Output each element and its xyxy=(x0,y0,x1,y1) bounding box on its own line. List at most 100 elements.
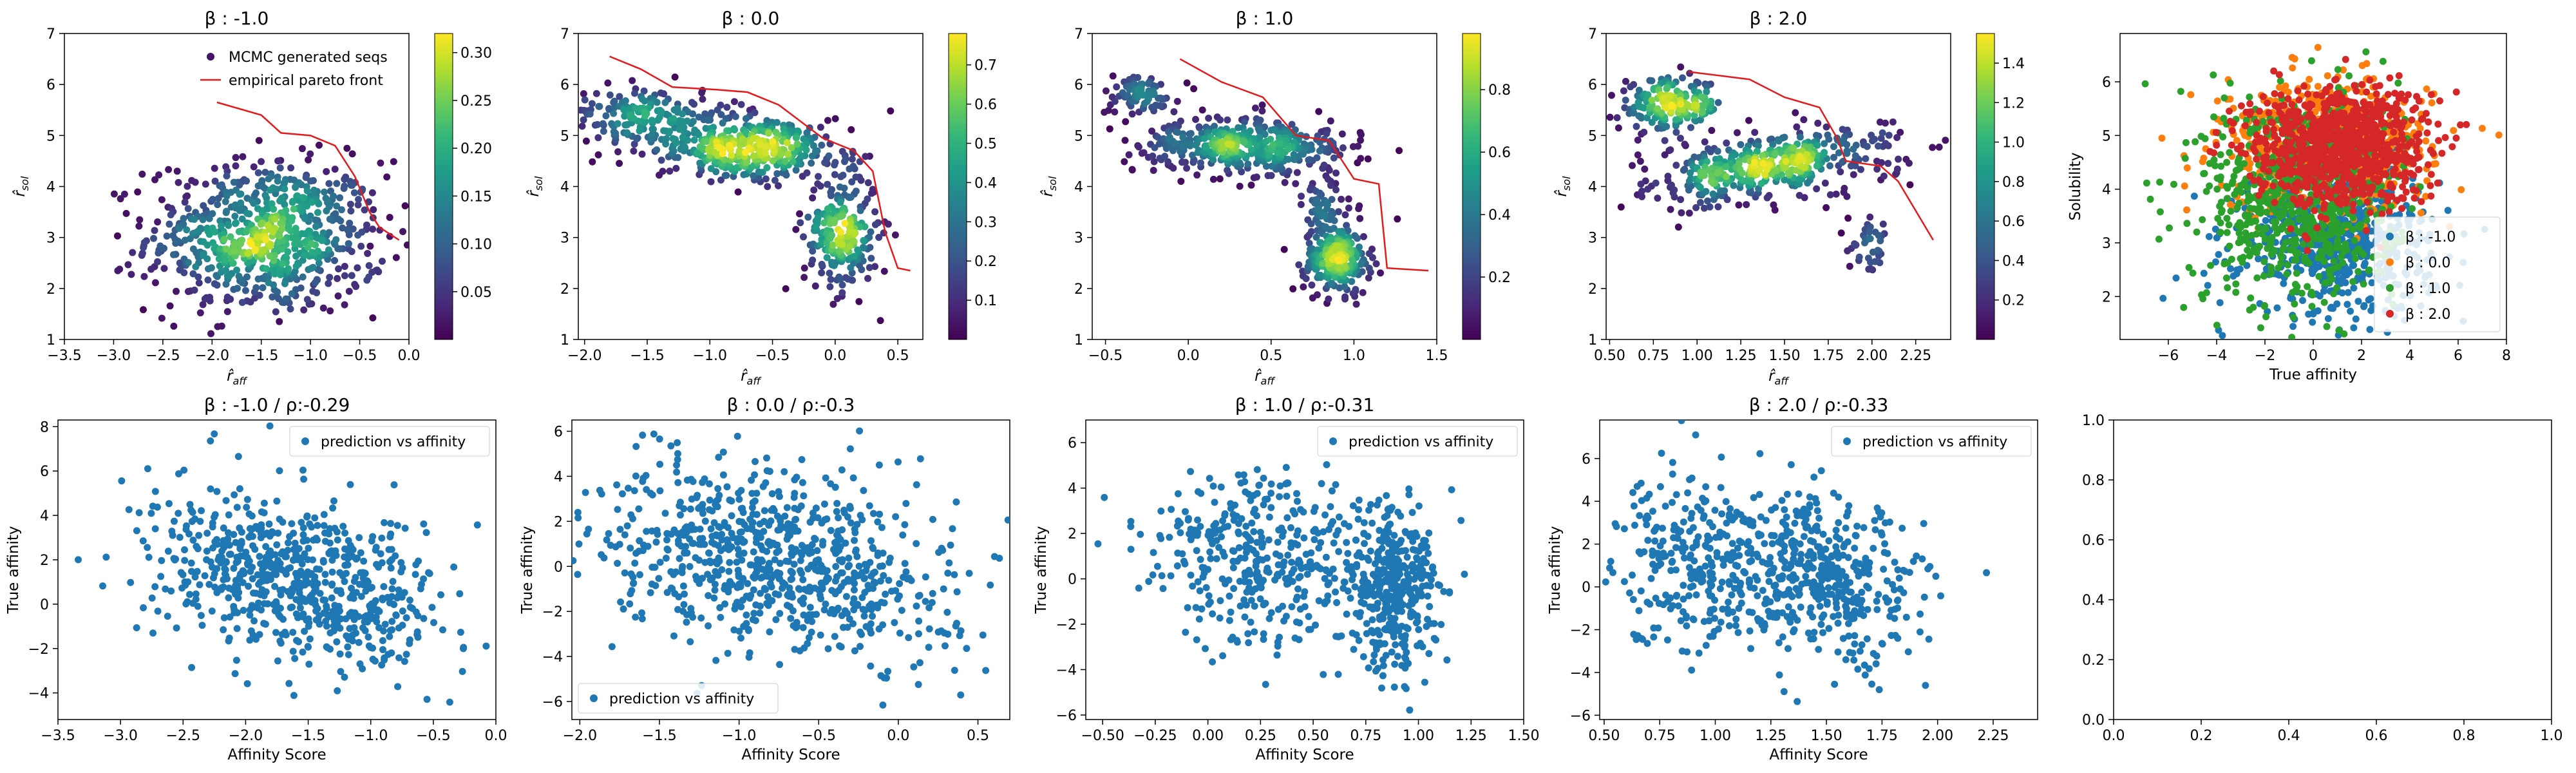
density-point xyxy=(357,242,365,250)
density-point xyxy=(1873,166,1881,173)
series-point xyxy=(2318,252,2325,260)
series-point xyxy=(2345,267,2353,275)
series-point xyxy=(2334,84,2342,92)
density-point xyxy=(1826,162,1834,169)
density-point xyxy=(632,104,639,112)
density-point xyxy=(1197,159,1204,167)
density-point xyxy=(636,127,643,135)
density-point xyxy=(1763,166,1771,173)
density-point xyxy=(337,206,345,214)
density-point xyxy=(288,234,296,242)
density-point xyxy=(602,112,610,120)
density-point xyxy=(1687,124,1695,131)
density-point xyxy=(880,267,888,275)
series-point xyxy=(2257,324,2264,332)
density-point xyxy=(838,289,846,296)
density-point xyxy=(1698,109,1706,117)
density-point xyxy=(365,262,373,269)
density-point xyxy=(1325,295,1332,303)
density-point xyxy=(1275,139,1283,147)
y-tick-label: 6 xyxy=(1074,77,1083,93)
density-point xyxy=(1166,136,1173,144)
x-tick-label: −1.5 xyxy=(630,348,664,364)
density-point xyxy=(721,171,729,179)
density-point xyxy=(1365,250,1373,258)
density-point xyxy=(847,193,855,201)
density-point xyxy=(1652,179,1660,187)
density-point xyxy=(810,142,817,149)
x-tick-label: 2 xyxy=(2357,348,2366,364)
density-point xyxy=(386,213,393,221)
density-point xyxy=(630,90,638,97)
density-point xyxy=(365,273,373,281)
density-point xyxy=(1253,142,1261,149)
density-point xyxy=(1837,168,1844,176)
density-point xyxy=(821,158,829,166)
density-point xyxy=(1683,100,1691,108)
series-point xyxy=(2330,290,2338,298)
density-point xyxy=(1895,155,1902,163)
plot-frame xyxy=(578,33,923,340)
series-point xyxy=(2213,186,2221,193)
density-point xyxy=(663,135,670,143)
colorbar-tick-label: 0.05 xyxy=(460,285,492,301)
density-point xyxy=(138,170,146,178)
density-point xyxy=(1847,162,1855,170)
series-point xyxy=(2344,289,2352,296)
density-point xyxy=(307,177,314,185)
series-point xyxy=(2185,263,2193,271)
series-point xyxy=(2340,278,2347,286)
density-point xyxy=(1863,142,1871,150)
y-tick-label: 6 xyxy=(560,77,569,93)
density-point xyxy=(247,240,255,248)
density-point xyxy=(327,187,334,195)
density-point xyxy=(325,280,332,287)
density-point xyxy=(1871,258,1879,265)
density-point xyxy=(860,236,867,244)
density-point xyxy=(762,175,770,183)
y-tick-label: 1 xyxy=(46,332,55,348)
density-point xyxy=(213,282,221,289)
series-point xyxy=(2321,279,2329,287)
series-point xyxy=(2291,55,2298,62)
density-point xyxy=(305,156,312,164)
density-point xyxy=(1735,160,1743,167)
density-point xyxy=(1677,100,1685,108)
density-point xyxy=(194,273,202,281)
density-point xyxy=(771,177,779,184)
density-point xyxy=(290,205,298,213)
colorbar xyxy=(948,33,967,340)
density-point xyxy=(1866,228,1873,236)
density-point xyxy=(323,207,330,215)
chart-title: β : 2.0 xyxy=(1750,8,1808,29)
density-point xyxy=(1144,80,1152,88)
density-point xyxy=(343,144,351,152)
density-point xyxy=(825,152,833,160)
density-point xyxy=(826,269,833,277)
density-point xyxy=(1660,94,1668,102)
series-point xyxy=(2226,149,2233,157)
density-point xyxy=(299,273,307,281)
series-point xyxy=(2266,198,2273,206)
x-tick-label: −4 xyxy=(2206,348,2227,364)
density-point xyxy=(243,209,251,217)
colorbar-tick-label: 0.8 xyxy=(2002,175,2025,191)
density-point xyxy=(1705,166,1713,174)
density-point xyxy=(623,129,631,137)
series-point xyxy=(2349,262,2356,269)
density-point xyxy=(838,281,846,289)
density-point xyxy=(769,138,777,146)
density-point xyxy=(175,224,183,232)
series-point xyxy=(2298,216,2306,224)
series-point xyxy=(2146,195,2154,203)
density-point xyxy=(730,98,738,106)
density-point xyxy=(1187,129,1195,137)
density-point xyxy=(1751,158,1759,166)
density-point xyxy=(864,274,872,282)
density-point xyxy=(274,157,282,165)
density-point xyxy=(1261,131,1269,138)
density-point xyxy=(223,207,231,215)
density-point xyxy=(867,189,875,197)
density-point xyxy=(138,249,146,257)
density-point xyxy=(1164,158,1172,166)
